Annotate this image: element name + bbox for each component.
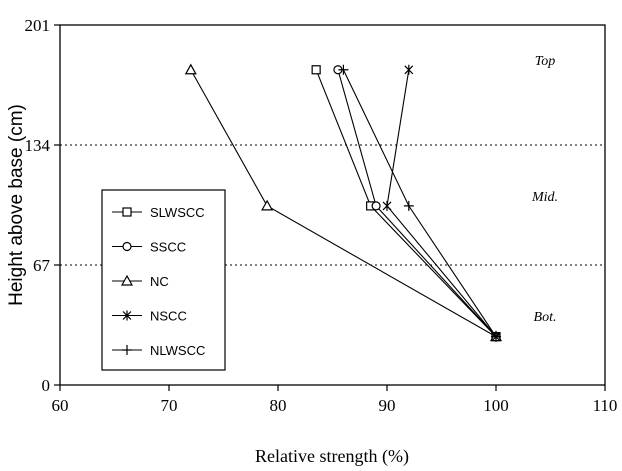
x-tick-label: 110 <box>593 396 618 415</box>
x-tick-label: 80 <box>270 396 287 415</box>
data-point-nlwscc <box>403 200 414 211</box>
legend-marker-nc <box>120 274 134 286</box>
data-point-nc <box>261 199 274 211</box>
legend-box <box>101 189 226 371</box>
legend-label-slwscc: SLWSCC <box>150 205 205 220</box>
legend-label-nscc: NSCC <box>150 309 187 324</box>
y-tick-label: 67 <box>33 256 51 275</box>
y-tick-label: 0 <box>42 376 51 395</box>
x-tick-label: 70 <box>161 396 178 415</box>
x-tick-label: 100 <box>483 396 509 415</box>
data-point-nscc <box>404 64 414 75</box>
series-layer <box>184 63 503 342</box>
data-point-sscc <box>371 201 381 211</box>
x-axis-title: Relative strength (%) <box>255 446 409 467</box>
x-tick-label: 90 <box>379 396 396 415</box>
legend-label-sscc: SSCC <box>150 240 186 255</box>
zone-label-top: Top <box>535 54 556 69</box>
legend-marker-sscc <box>122 241 132 252</box>
legend: SLWSCC SSCC NC NSCC NLWSCC <box>101 189 226 371</box>
axes: 60 70 80 90 100 110 0 67 134 201 <box>25 16 618 415</box>
data-point-nc <box>184 63 197 75</box>
legend-label-nlwscc: NLWSCC <box>150 343 205 358</box>
legend-marker-nlwscc <box>122 345 132 355</box>
y-axis-title: Height above base (cm) <box>6 104 27 306</box>
data-point-nlwscc <box>338 64 349 75</box>
zone-label-bot: Bot. <box>534 310 557 325</box>
data-point-slwscc <box>311 65 321 75</box>
y-tick-label: 134 <box>25 136 51 155</box>
legend-marker-nscc <box>122 310 132 321</box>
zone-label-mid: Mid. <box>531 190 558 205</box>
legend-marker-slwscc <box>122 207 132 217</box>
legend-label-nc: NC <box>150 274 169 289</box>
y-tick-label: 201 <box>25 16 51 35</box>
x-tick-label: 60 <box>52 396 69 415</box>
data-point-nscc <box>382 200 392 211</box>
data-point-nlwscc <box>491 331 501 342</box>
zone-labels: Top Mid. Bot. <box>531 54 558 325</box>
